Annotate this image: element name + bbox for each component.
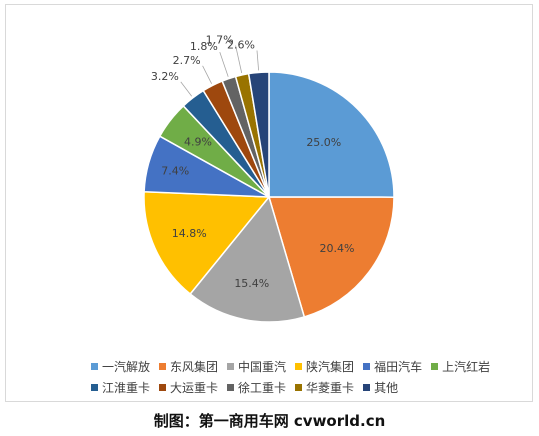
legend-item-9: 华菱重卡 (295, 378, 354, 399)
chart-legend: 一汽解放 东风集团 中国重汽 陕汽集团 福田汽车 上汽红岩江淮重卡 大运重卡 徐工重卡 华菱重卡… (91, 357, 511, 399)
legend-swatch-0 (91, 363, 98, 370)
legend-label-6: 江淮重卡 (102, 381, 151, 395)
legend-swatch-6 (91, 384, 98, 391)
slice-label-1: 20.4% (320, 242, 355, 255)
leader-line-7 (202, 65, 212, 84)
legend-item-10: 其他 (363, 378, 398, 399)
legend-item-1: 东风集团 (159, 357, 218, 378)
leader-line-9 (235, 45, 243, 74)
legend-item-5: 上汽红岩 (431, 357, 490, 378)
legend-label-9: 华菱重卡 (306, 381, 355, 395)
pie-slice-3 (143, 190, 271, 296)
legend-item-7: 大运重卡 (159, 378, 218, 399)
slice-label-7: 2.7% (173, 54, 201, 67)
slice-label-4: 7.4% (161, 165, 189, 178)
slice-label-2: 15.4% (234, 277, 269, 290)
legend-swatch-4 (363, 363, 371, 370)
slice-label-3: 14.8% (172, 227, 207, 240)
legend-item-2: 中国重汽 (227, 357, 286, 378)
chart-caption: 制图：第一商用车网 cvworld.cn (153, 412, 386, 430)
legend-label-1: 东风集团 (170, 360, 219, 374)
legend-item-8: 徐工重卡 (227, 378, 286, 399)
legend-label-5: 上汽红岩 (442, 360, 491, 374)
legend-swatch-3 (295, 363, 303, 370)
legend-swatch-10 (363, 384, 371, 391)
legend-swatch-2 (227, 363, 235, 370)
legend-swatch-5 (431, 363, 439, 370)
legend-label-2: 中国重汽 (238, 360, 287, 374)
pie-slices (143, 71, 395, 323)
leader-line-10 (256, 50, 259, 71)
legend-label-10: 其他 (374, 381, 399, 395)
legend-label-0: 一汽解放 (102, 360, 151, 374)
legend-label-3: 陕汽集团 (306, 360, 355, 374)
slice-label-9: 1.7% (206, 34, 234, 47)
pie-slice-2 (189, 195, 306, 323)
chart-frame: 25.0% 20.4% 15.4% 14.8% 7.4% 4.9% 3.2% 2.7% 1.8%… (5, 4, 533, 402)
legend-item-3: 陕汽集团 (295, 357, 354, 378)
legend-swatch-9 (295, 384, 303, 391)
legend-label-4: 福田汽车 (374, 360, 423, 374)
legend-swatch-7 (159, 384, 167, 391)
slice-label-0: 25.0% (306, 136, 341, 149)
pie-slice-1 (267, 196, 395, 318)
legend-row-1: 江淮重卡 大运重卡 徐工重卡 华菱重卡 其他 (91, 378, 511, 399)
legend-item-6: 江淮重卡 (91, 378, 150, 399)
legend-swatch-1 (159, 363, 167, 370)
slice-labels: 25.0% 20.4% 15.4% 14.8% 7.4% 4.9% 3.2% 2.7%1.8%… (151, 34, 355, 290)
legend-swatch-8 (227, 384, 235, 391)
slice-label-8: 1.8% (190, 40, 218, 53)
slice-label-10: 2.6% (227, 39, 255, 52)
slice-label-5: 4.9% (184, 136, 212, 149)
pie-slice-0 (268, 71, 395, 198)
legend-label-7: 大运重卡 (170, 381, 219, 395)
legend-item-4: 福田汽车 (363, 357, 422, 378)
leader-line-8 (219, 51, 229, 77)
leader-lines (180, 45, 259, 97)
pie-slice-10 (247, 71, 270, 198)
legend-label-8: 徐工重卡 (238, 381, 287, 395)
legend-item-0: 一汽解放 (91, 357, 150, 378)
legend-row-0: 一汽解放 东风集团 中国重汽 陕汽集团 福田汽车 上汽红岩 (91, 357, 511, 378)
pie-chart: 25.0% 20.4% 15.4% 14.8% 7.4% 4.9% 3.2% 2.7%1.8%… (143, 34, 395, 323)
leader-line-6 (180, 81, 193, 97)
slice-label-6: 3.2% (151, 70, 179, 83)
